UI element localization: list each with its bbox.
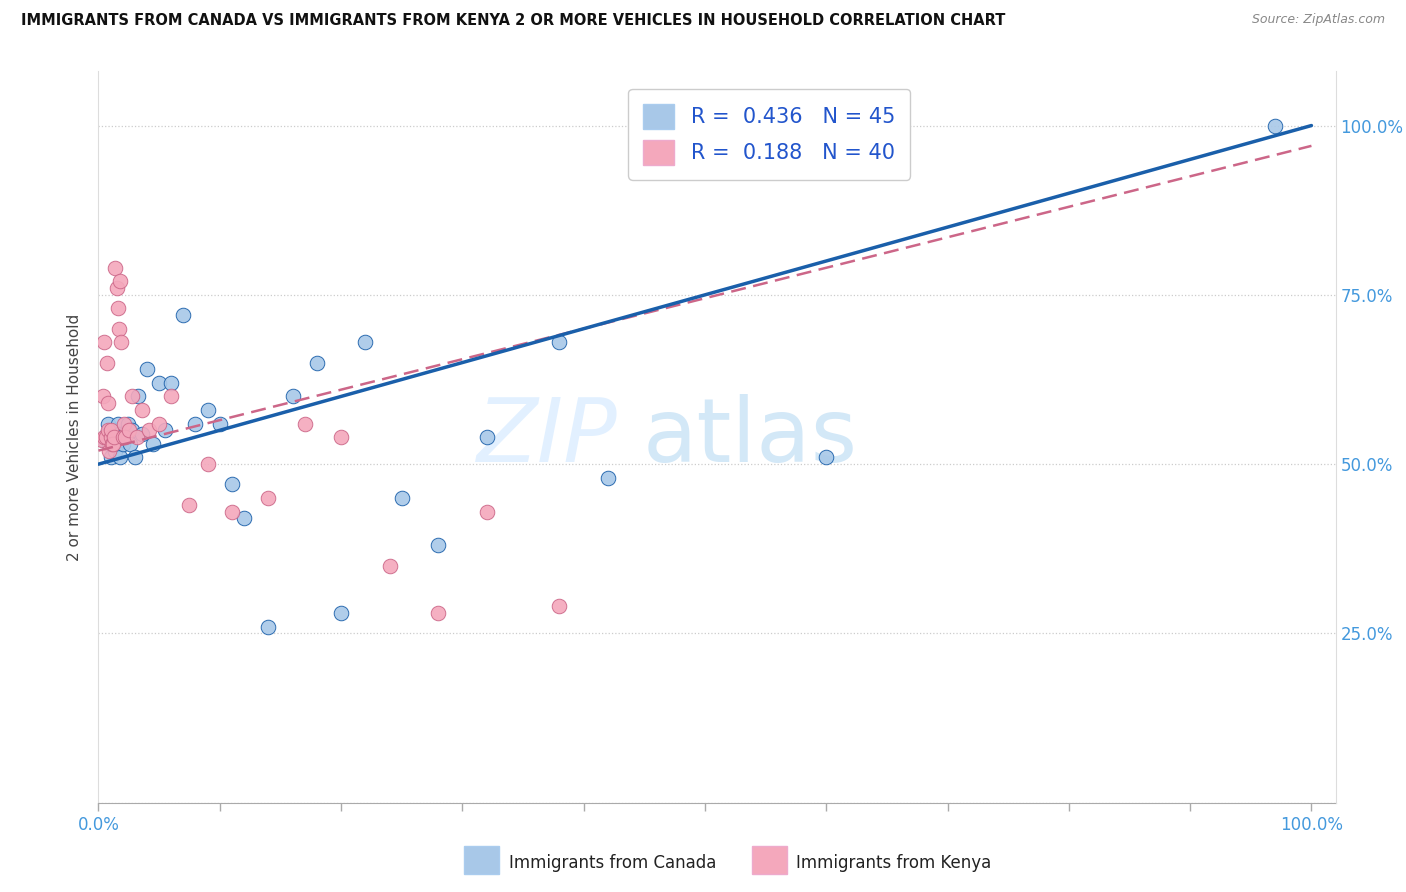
Point xyxy=(305,355,328,369)
Point xyxy=(100,423,122,437)
Point xyxy=(105,281,128,295)
Point xyxy=(114,426,136,441)
Point xyxy=(221,505,243,519)
Legend: R =  0.436   N = 45, R =  0.188   N = 40: R = 0.436 N = 45, R = 0.188 N = 40 xyxy=(628,89,910,179)
Point xyxy=(378,558,401,573)
Text: Immigrants from Canada: Immigrants from Canada xyxy=(509,854,716,871)
Point xyxy=(548,599,571,614)
Point xyxy=(91,434,114,448)
Point xyxy=(93,434,115,448)
Point xyxy=(131,403,153,417)
Point xyxy=(391,491,413,505)
Y-axis label: 2 or more Vehicles in Household: 2 or more Vehicles in Household xyxy=(67,313,83,561)
Point xyxy=(110,335,132,350)
Point xyxy=(153,423,176,437)
Point xyxy=(114,430,136,444)
Point xyxy=(91,389,114,403)
Point xyxy=(160,376,183,390)
Point xyxy=(108,322,131,336)
Point xyxy=(98,443,121,458)
Point xyxy=(96,426,118,441)
Point xyxy=(104,260,127,275)
Point xyxy=(121,389,143,403)
Point xyxy=(197,457,219,471)
Point xyxy=(160,389,183,403)
Point xyxy=(138,423,160,437)
Point xyxy=(105,437,128,451)
Point xyxy=(172,308,194,322)
Point xyxy=(427,538,450,552)
Point xyxy=(97,423,120,437)
Point xyxy=(108,426,131,441)
Point xyxy=(596,471,619,485)
Point xyxy=(100,426,122,441)
Point xyxy=(221,477,243,491)
Point xyxy=(330,606,353,620)
Point xyxy=(233,511,256,525)
Point xyxy=(117,417,139,431)
Point xyxy=(103,430,125,444)
Point xyxy=(101,437,124,451)
Point xyxy=(118,423,141,437)
Point xyxy=(281,389,304,403)
Point xyxy=(127,430,149,444)
Point xyxy=(104,443,127,458)
Point xyxy=(427,606,450,620)
Point xyxy=(475,430,498,444)
Point xyxy=(100,450,122,465)
Point xyxy=(98,437,121,451)
Point xyxy=(100,430,122,444)
Point xyxy=(107,301,129,316)
Point xyxy=(121,423,143,437)
Point xyxy=(97,417,120,431)
Point xyxy=(148,417,170,431)
Point xyxy=(93,335,115,350)
Point xyxy=(107,417,129,431)
Point xyxy=(124,450,146,465)
Point xyxy=(112,417,135,431)
Point xyxy=(354,335,377,350)
Point xyxy=(548,335,571,350)
Point xyxy=(208,417,231,431)
Point xyxy=(197,403,219,417)
Point xyxy=(475,505,498,519)
Point xyxy=(103,423,125,437)
Point xyxy=(127,389,149,403)
Point xyxy=(97,396,120,410)
Point xyxy=(136,362,159,376)
Point xyxy=(118,437,141,451)
Point xyxy=(330,430,353,444)
Point xyxy=(101,437,124,451)
Text: Source: ZipAtlas.com: Source: ZipAtlas.com xyxy=(1251,13,1385,27)
Text: ZIP: ZIP xyxy=(477,394,619,480)
Point xyxy=(110,274,132,288)
Point xyxy=(111,437,134,451)
Text: IMMIGRANTS FROM CANADA VS IMMIGRANTS FROM KENYA 2 OR MORE VEHICLES IN HOUSEHOLD : IMMIGRANTS FROM CANADA VS IMMIGRANTS FRO… xyxy=(21,13,1005,29)
Point xyxy=(1264,119,1286,133)
Point xyxy=(142,437,165,451)
Point xyxy=(815,450,838,465)
Point xyxy=(257,620,280,634)
Point xyxy=(110,434,132,448)
Point xyxy=(257,491,280,505)
Point xyxy=(179,498,201,512)
Point xyxy=(93,430,115,444)
Text: Immigrants from Kenya: Immigrants from Kenya xyxy=(796,854,991,871)
Point xyxy=(94,430,117,444)
Point xyxy=(148,376,170,390)
Point xyxy=(111,430,134,444)
Text: atlas: atlas xyxy=(643,393,858,481)
Point xyxy=(96,355,118,369)
Point xyxy=(100,437,122,451)
Point xyxy=(110,450,132,465)
Point xyxy=(131,426,153,441)
Point xyxy=(184,417,207,431)
Point xyxy=(294,417,316,431)
